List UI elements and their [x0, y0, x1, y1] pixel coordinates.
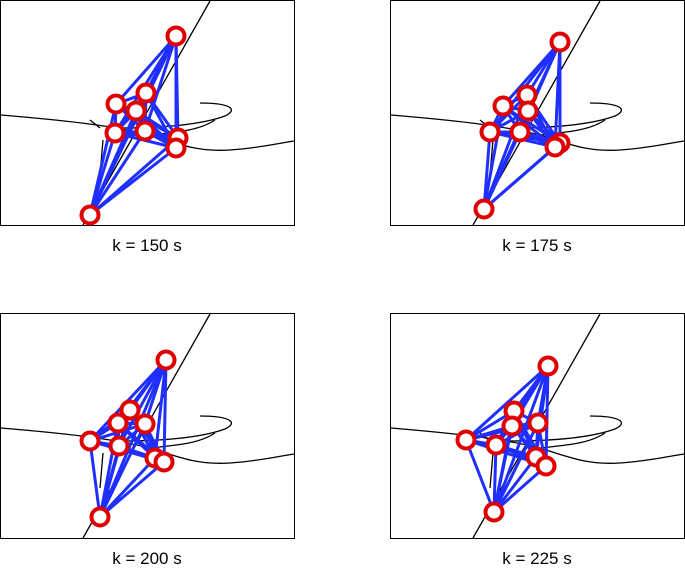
panel-caption: k = 200 s: [112, 549, 181, 568]
link: [492, 424, 514, 514]
agent-node: [155, 349, 177, 371]
link: [492, 421, 540, 514]
agent-node: [535, 455, 557, 477]
agent-node: [544, 136, 566, 158]
link: [492, 455, 538, 514]
agent-node: [135, 82, 157, 104]
agent-node: [455, 429, 477, 451]
panel-frame: [0, 0, 295, 226]
panel-caption: k = 225 s: [502, 549, 571, 568]
agent-node: [134, 413, 156, 435]
agent-node: [479, 121, 501, 143]
link: [143, 34, 178, 133]
link: [98, 444, 121, 519]
link: [464, 438, 496, 514]
agent-node: [108, 435, 130, 457]
link: [88, 131, 117, 217]
panel: [390, 0, 685, 226]
agent-node: [107, 412, 129, 434]
agent-node: [153, 451, 175, 473]
link: [114, 34, 178, 106]
agent-node: [485, 434, 507, 456]
panel: [390, 313, 685, 539]
agent-node: [89, 506, 111, 528]
link: [88, 146, 178, 217]
agent-node: [79, 430, 101, 452]
link: [464, 364, 550, 442]
link: [482, 130, 492, 211]
panel-caption: k = 175 s: [502, 236, 571, 255]
link: [88, 109, 138, 217]
link: [162, 358, 168, 464]
agent-node: [527, 412, 549, 434]
panel: [0, 0, 295, 226]
agent-node: [125, 100, 147, 122]
link: [88, 129, 147, 217]
link: [482, 145, 557, 211]
link: [88, 439, 102, 519]
agent-node: [134, 120, 156, 142]
panel: [0, 313, 295, 539]
link: [492, 443, 498, 514]
agent-node: [473, 198, 495, 220]
link: [544, 364, 550, 468]
agent-node: [549, 31, 571, 53]
agent-node: [483, 501, 505, 523]
link: [482, 130, 522, 211]
agent-node: [165, 25, 187, 47]
link: [492, 464, 548, 514]
panel-caption: k = 150 s: [112, 236, 181, 255]
agent-node: [509, 121, 531, 143]
link: [153, 358, 168, 460]
agent-node: [165, 137, 187, 159]
agent-node: [105, 93, 127, 115]
link: [553, 40, 562, 149]
agent-node: [104, 122, 126, 144]
road: [539, 432, 606, 449]
link: [98, 422, 147, 519]
agent-node: [517, 100, 539, 122]
link: [464, 421, 540, 442]
agent-node: [501, 415, 523, 437]
agent-node: [537, 355, 559, 377]
agent-node: [119, 399, 141, 421]
agent-node: [79, 204, 101, 226]
agent-node: [492, 95, 514, 117]
link: [98, 460, 166, 519]
road: [0, 427, 295, 464]
